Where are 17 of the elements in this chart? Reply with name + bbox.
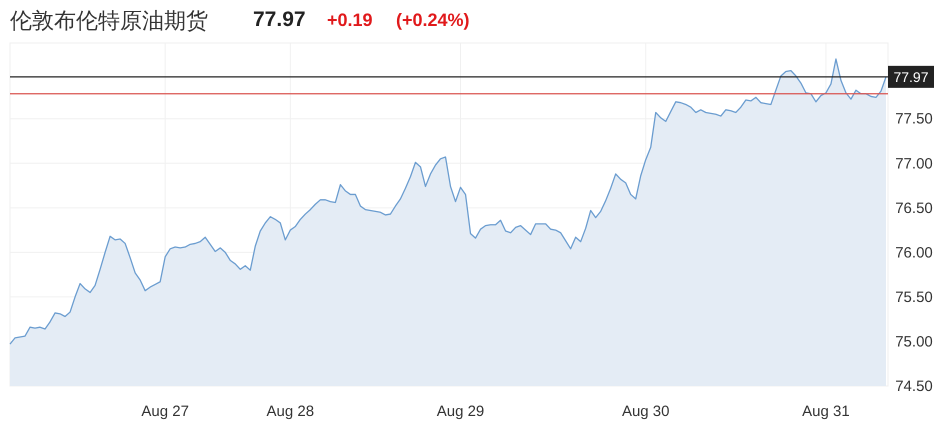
x-tick-label: Aug 29	[436, 403, 484, 420]
y-tick-label: 75.00	[895, 333, 933, 350]
text: +0.19	[327, 10, 373, 30]
y-tick-label: 76.00	[895, 244, 933, 262]
text: (+0.24%)	[396, 10, 470, 30]
x-tick-label: Aug 31	[802, 403, 850, 420]
y-tick-label: 74.50	[895, 378, 933, 395]
text: 77.97	[253, 8, 306, 31]
chart-title: 伦敦布伦特原油期货	[10, 8, 208, 33]
x-tick-label: Aug 30	[622, 403, 670, 420]
x-tick-label: Aug 27	[141, 403, 189, 420]
x-tick-label: Aug 28	[266, 403, 314, 420]
ref-line-label: 77.97	[893, 68, 929, 85]
y-tick-label: 75.50	[895, 288, 933, 306]
y-tick-label: 77.00	[895, 155, 933, 172]
y-tick-label: 76.50	[895, 200, 933, 217]
y-tick-label: 77.50	[895, 110, 933, 128]
